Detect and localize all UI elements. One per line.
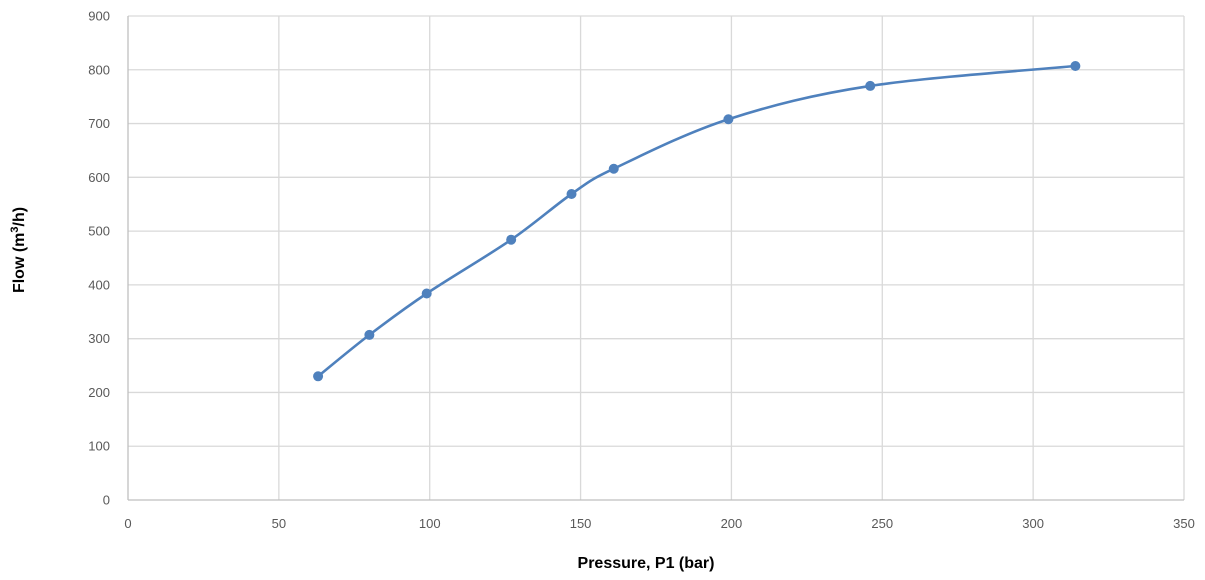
data-point-0-5	[608, 163, 619, 174]
x-tick-label-2: 100	[419, 516, 441, 531]
data-point-0-2	[421, 288, 432, 299]
x-tick-label-1: 50	[272, 516, 286, 531]
x-tick-label-7: 350	[1173, 516, 1195, 531]
y-tick-label-1: 100	[88, 439, 110, 454]
data-point-0-1	[364, 329, 375, 340]
y-tick-label-3: 300	[88, 331, 110, 346]
y-tick-label-5: 500	[88, 224, 110, 239]
x-axis-title: Pressure, P1 (bar)	[578, 555, 715, 572]
y-tick-label-4: 400	[88, 277, 110, 292]
data-point-0-6	[723, 114, 734, 125]
y-tick-label-9: 900	[88, 9, 110, 24]
y-tick-label-7: 700	[88, 116, 110, 131]
y-axis-title: Flow (m3/h)	[9, 207, 28, 293]
series-line-0	[316, 64, 1077, 378]
y-axis-title-suffix: /h)	[11, 207, 28, 227]
y-tick-label-0: 0	[103, 493, 110, 508]
data-point-0-4	[566, 189, 577, 200]
x-tick-label-4: 200	[721, 516, 743, 531]
series-group	[313, 61, 1081, 382]
y-axis-title-prefix: Flow (m	[11, 233, 28, 293]
data-point-0-8	[1070, 61, 1081, 72]
x-tick-label-5: 250	[871, 516, 893, 531]
x-tick-label-6: 300	[1022, 516, 1044, 531]
x-tick-label-3: 150	[570, 516, 592, 531]
data-point-0-0	[313, 371, 324, 382]
data-point-0-3	[506, 234, 517, 245]
grid	[128, 15, 1185, 500]
data-point-0-7	[865, 80, 876, 91]
y-tick-label-6: 600	[88, 170, 110, 185]
x-tick-labels: 0 50 100 150 200 250 300 350	[124, 516, 1194, 531]
y-axis-title-superscript: 3	[9, 226, 21, 232]
axes	[127, 16, 1184, 501]
y-tick-label-2: 200	[88, 385, 110, 400]
x-tick-label-0: 0	[124, 516, 131, 531]
y-tick-labels: 0 100 200 300 400 500 600 700 800 900	[88, 9, 110, 508]
y-tick-label-8: 800	[88, 62, 110, 77]
